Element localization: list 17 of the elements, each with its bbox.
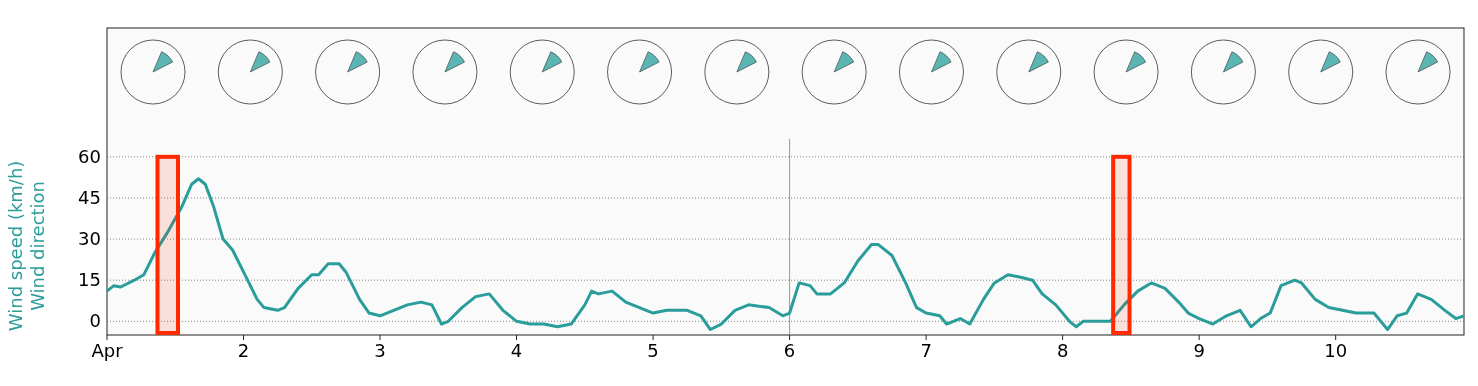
x-tick-label: 10	[1324, 340, 1348, 361]
y-tick-label: 60	[78, 145, 101, 167]
x-tick-label: 5	[647, 340, 659, 361]
y-tick-label: 30	[78, 228, 101, 250]
y-tick-label: 15	[78, 269, 101, 291]
line-series	[105, 177, 1466, 332]
x-tick-label: 4	[510, 340, 523, 361]
x-tick-label: 6	[783, 340, 796, 361]
x-tick-label: 8	[1056, 340, 1069, 361]
x-tick-label: 3	[374, 340, 386, 361]
x-tick-label: 7	[920, 340, 932, 361]
y-tick-label: 45	[78, 186, 101, 208]
y-tick-label: 0	[89, 310, 101, 332]
y-axis-title: Wind speed (km/h) Wind direction	[5, 160, 48, 332]
x-tick-label: 2	[237, 340, 250, 361]
x-tick-label: 9	[1193, 340, 1205, 361]
x-tick-label: Apr	[91, 340, 124, 361]
